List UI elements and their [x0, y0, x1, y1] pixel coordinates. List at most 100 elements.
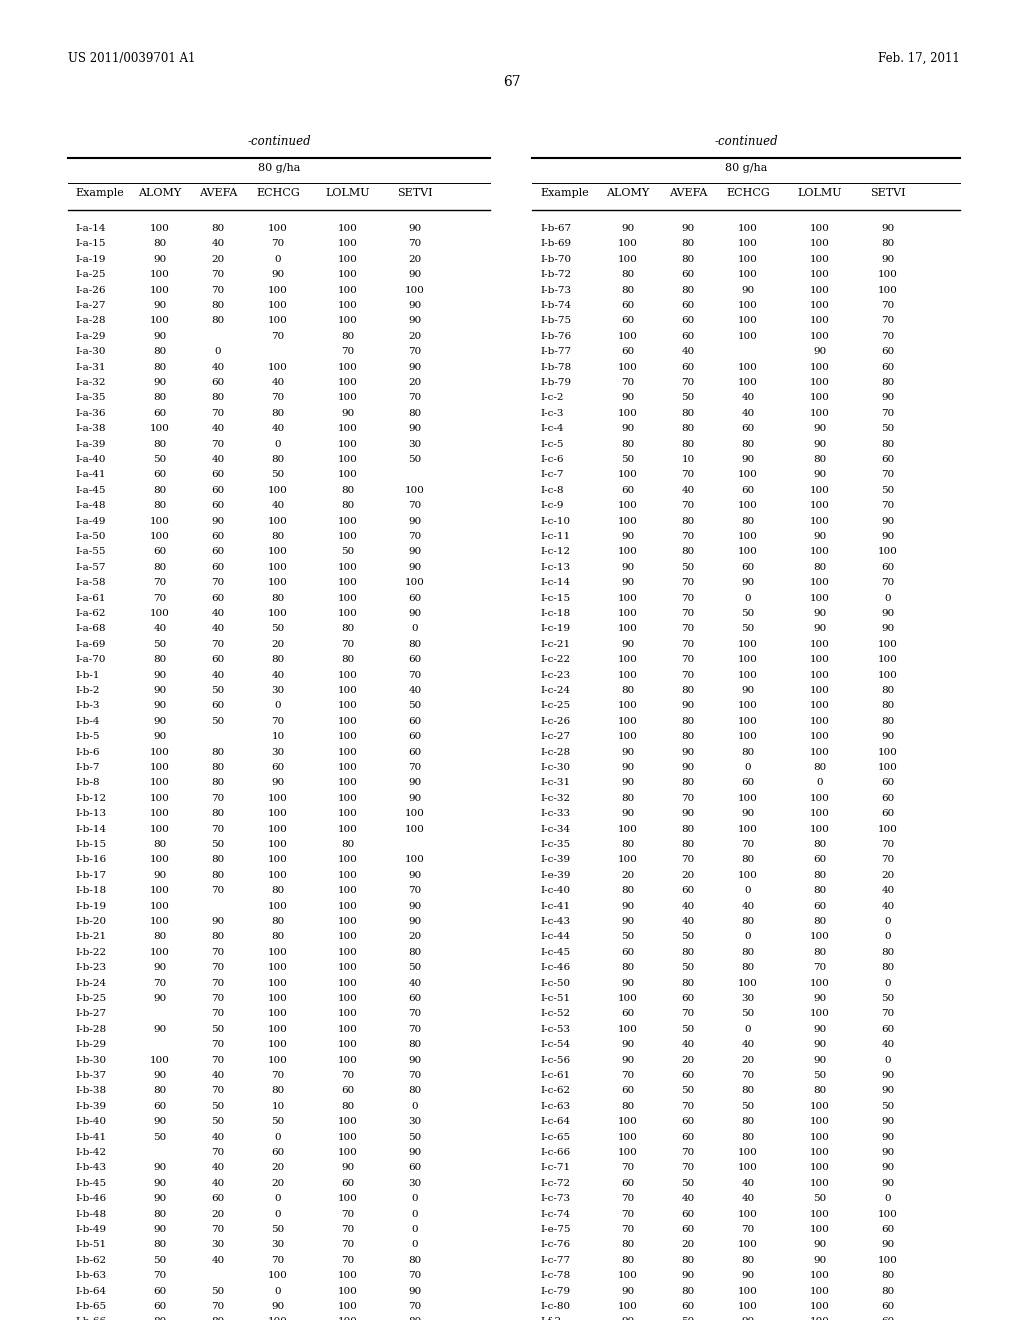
Text: 100: 100 — [810, 578, 829, 587]
Text: 90: 90 — [681, 224, 694, 234]
Text: 60: 60 — [409, 717, 422, 726]
Text: LOLMU: LOLMU — [798, 187, 843, 198]
Text: 90: 90 — [622, 224, 635, 234]
Text: 100: 100 — [738, 502, 758, 511]
Text: I-c-35: I-c-35 — [540, 840, 570, 849]
Text: 90: 90 — [622, 917, 635, 927]
Text: 70: 70 — [681, 578, 694, 587]
Text: I-c-76: I-c-76 — [540, 1241, 570, 1250]
Text: 90: 90 — [409, 562, 422, 572]
Text: 70: 70 — [622, 1225, 635, 1234]
Text: 60: 60 — [741, 779, 755, 788]
Text: 80: 80 — [681, 825, 694, 834]
Text: 100: 100 — [738, 224, 758, 234]
Text: 100: 100 — [810, 1225, 829, 1234]
Text: 90: 90 — [409, 1287, 422, 1296]
Text: 100: 100 — [338, 671, 358, 680]
Text: 100: 100 — [338, 271, 358, 280]
Text: 90: 90 — [741, 686, 755, 696]
Text: Feb. 17, 2011: Feb. 17, 2011 — [879, 51, 961, 65]
Text: 90: 90 — [813, 609, 826, 618]
Text: ECHCG: ECHCG — [256, 187, 300, 198]
Text: 100: 100 — [338, 285, 358, 294]
Text: 70: 70 — [681, 640, 694, 649]
Text: 50: 50 — [211, 1102, 224, 1111]
Text: 100: 100 — [618, 609, 638, 618]
Text: 70: 70 — [211, 1225, 224, 1234]
Text: 100: 100 — [151, 917, 170, 927]
Text: I-c-10: I-c-10 — [540, 516, 570, 525]
Text: 80: 80 — [681, 840, 694, 849]
Text: 20: 20 — [741, 1056, 755, 1065]
Text: 90: 90 — [882, 532, 895, 541]
Text: 80: 80 — [882, 701, 895, 710]
Text: ALOMY: ALOMY — [138, 187, 181, 198]
Text: 80: 80 — [882, 948, 895, 957]
Text: 90: 90 — [882, 609, 895, 618]
Text: 100: 100 — [810, 1179, 829, 1188]
Text: 80: 80 — [622, 886, 635, 895]
Text: 70: 70 — [741, 1225, 755, 1234]
Text: 40: 40 — [882, 1040, 895, 1049]
Text: 100: 100 — [151, 886, 170, 895]
Text: 100: 100 — [338, 825, 358, 834]
Text: 60: 60 — [681, 1209, 694, 1218]
Text: 50: 50 — [211, 1287, 224, 1296]
Text: 60: 60 — [154, 548, 167, 557]
Text: I-b-22: I-b-22 — [75, 948, 106, 957]
Text: 50: 50 — [681, 932, 694, 941]
Text: 40: 40 — [154, 624, 167, 634]
Text: 80: 80 — [409, 1255, 422, 1265]
Text: 80: 80 — [154, 502, 167, 511]
Text: 50: 50 — [882, 424, 895, 433]
Text: 100: 100 — [618, 733, 638, 742]
Text: 80: 80 — [211, 763, 224, 772]
Text: 90: 90 — [409, 1148, 422, 1158]
Text: 60: 60 — [681, 301, 694, 310]
Text: I-b-16: I-b-16 — [75, 855, 106, 865]
Text: 60: 60 — [154, 470, 167, 479]
Text: 80: 80 — [681, 285, 694, 294]
Text: I-b-65: I-b-65 — [75, 1302, 106, 1311]
Text: 90: 90 — [813, 470, 826, 479]
Text: 90: 90 — [154, 671, 167, 680]
Text: 100: 100 — [338, 1317, 358, 1320]
Text: I-c-18: I-c-18 — [540, 609, 570, 618]
Text: 100: 100 — [338, 378, 358, 387]
Text: I-c-50: I-c-50 — [540, 978, 570, 987]
Text: 100: 100 — [151, 224, 170, 234]
Text: 60: 60 — [409, 594, 422, 603]
Text: 90: 90 — [741, 285, 755, 294]
Text: 80: 80 — [341, 840, 354, 849]
Text: 60: 60 — [211, 502, 224, 511]
Text: 0: 0 — [744, 1024, 752, 1034]
Text: I-b-79: I-b-79 — [540, 378, 571, 387]
Text: 40: 40 — [741, 1179, 755, 1188]
Text: 80: 80 — [409, 409, 422, 418]
Text: LOLMU: LOLMU — [326, 187, 371, 198]
Text: 80: 80 — [681, 1287, 694, 1296]
Text: 0: 0 — [412, 1209, 419, 1218]
Text: 90: 90 — [271, 271, 285, 280]
Text: 70: 70 — [271, 393, 285, 403]
Text: 90: 90 — [271, 779, 285, 788]
Text: 100: 100 — [151, 948, 170, 957]
Text: 100: 100 — [738, 640, 758, 649]
Text: I-a-35: I-a-35 — [75, 393, 105, 403]
Text: 80: 80 — [154, 655, 167, 664]
Text: I-c-66: I-c-66 — [540, 1148, 570, 1158]
Text: 100: 100 — [268, 978, 288, 987]
Text: 90: 90 — [622, 562, 635, 572]
Text: Example: Example — [540, 187, 589, 198]
Text: 0: 0 — [215, 347, 221, 356]
Text: I-c-64: I-c-64 — [540, 1117, 570, 1126]
Text: 80: 80 — [271, 409, 285, 418]
Text: 70: 70 — [211, 1302, 224, 1311]
Text: 90: 90 — [154, 871, 167, 880]
Text: 100: 100 — [268, 1024, 288, 1034]
Text: 40: 40 — [409, 686, 422, 696]
Text: I-b-51: I-b-51 — [75, 1241, 106, 1250]
Text: 70: 70 — [882, 502, 895, 511]
Text: 60: 60 — [681, 271, 694, 280]
Text: 70: 70 — [681, 855, 694, 865]
